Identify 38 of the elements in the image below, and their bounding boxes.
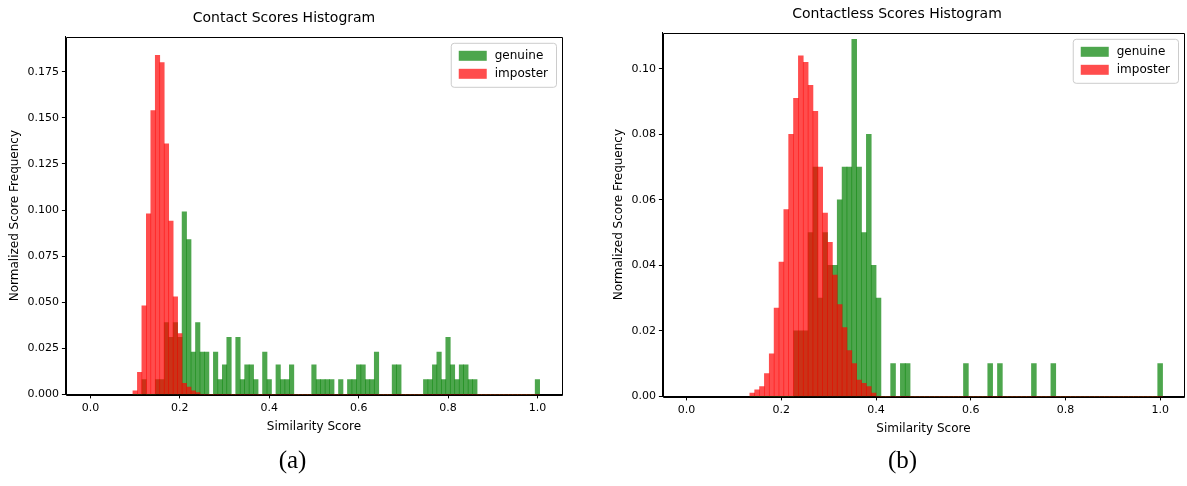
x-tick-label: 1.0 <box>528 400 547 414</box>
y-tick-label: 0.050 <box>27 295 59 309</box>
x-tick-label: 0.6 <box>349 400 368 414</box>
y-tick-label: 0.025 <box>27 341 59 355</box>
legend-label: imposter <box>494 65 549 80</box>
y-tick-label: 0.02 <box>631 323 656 337</box>
x-axis-title: Similarity Score <box>266 418 362 433</box>
y-tick-label: 0.100 <box>27 202 59 216</box>
text: (a) <box>277 446 308 474</box>
y-tick-label: 0.150 <box>27 110 59 124</box>
x-tick-label: 0.4 <box>260 400 278 414</box>
x-tick-label: 0.6 <box>962 402 980 416</box>
x-tick-label: 1.0 <box>1151 402 1170 416</box>
legend-label: genuine <box>1116 43 1166 58</box>
y-axis-title: Normalized Score Frequency <box>611 128 626 301</box>
legend-label: imposter <box>1116 61 1171 76</box>
y-tick-label: 0.175 <box>27 64 59 78</box>
y-tick-label: 0.075 <box>27 249 59 263</box>
x-tick-label: 0.0 <box>677 402 696 416</box>
text: (b) <box>886 446 919 474</box>
y-axis-title: Normalized Score Frequency <box>7 129 22 302</box>
chart-title: Contactless Scores Histogram <box>792 5 1002 22</box>
y-tick-label: 0.10 <box>631 61 656 75</box>
x-tick-label: 0.0 <box>81 400 100 414</box>
y-tick-label: 0.00 <box>631 389 656 403</box>
y-tick-label: 0.125 <box>27 156 59 170</box>
legend-label: genuine <box>494 47 544 62</box>
x-tick-label: 0.2 <box>171 400 189 414</box>
x-tick-label: 0.8 <box>1056 402 1075 416</box>
x-tick-label: 0.2 <box>772 402 791 416</box>
y-tick-label: 0.04 <box>631 258 656 272</box>
x-axis-title: Similarity Score <box>876 420 971 435</box>
chart-title: Contact Scores Histogram <box>192 9 376 26</box>
x-tick-label: 0.4 <box>867 402 885 416</box>
y-tick-label: 0.000 <box>27 387 59 401</box>
y-tick-label: 0.08 <box>631 127 656 141</box>
y-tick-label: 0.06 <box>631 192 656 206</box>
x-tick-label: 0.8 <box>439 400 457 414</box>
